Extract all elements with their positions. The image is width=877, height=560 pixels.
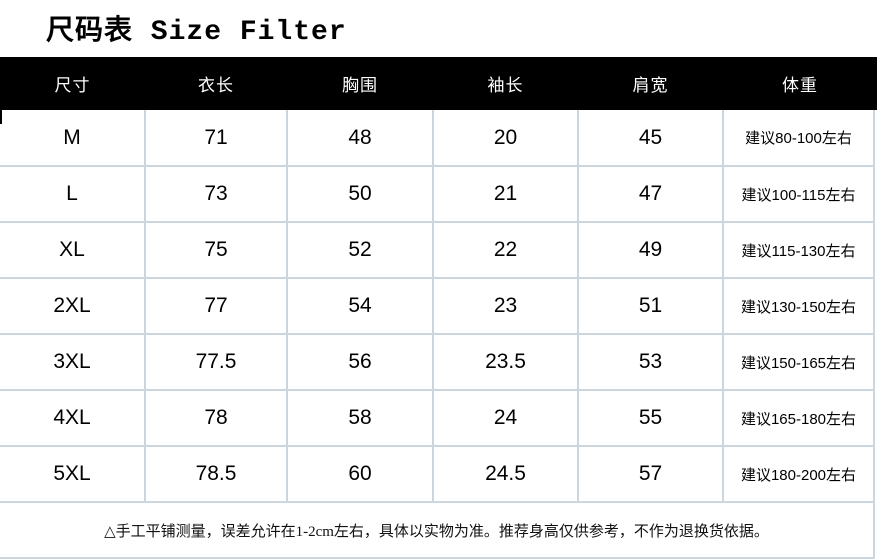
cell-size: M [0,110,146,167]
cell-chest: 50 [287,166,434,223]
cell-size: 3XL [0,334,146,391]
cell-length: 73 [145,166,288,223]
cell-chest: 52 [287,222,434,279]
cell-size: 5XL [0,446,146,503]
cell-chest: 60 [287,446,434,503]
cell-sleeve: 24 [433,390,579,447]
cell-weight: 建议115-130左右 [723,222,875,279]
table-header-row: 尺寸 衣长 胸围 袖长 肩宽 体重 [0,57,877,110]
cell-weight: 建议130-150左右 [723,278,875,335]
cell-sleeve: 20 [433,110,579,167]
table-row-4XL: 4XL 78 58 24 55 建议165-180左右 [0,390,875,447]
cell-shoulder: 51 [578,278,724,335]
page-title: 尺码表 Size Filter [46,17,347,48]
cell-sleeve: 21 [433,166,579,223]
header-cell-weight: 体重 [782,76,818,95]
cell-length: 71 [145,110,288,167]
cell-sleeve: 23 [433,278,579,335]
cell-length: 75 [145,222,288,279]
cell-chest: 48 [287,110,434,167]
cell-weight: 建议180-200左右 [723,446,875,503]
cell-shoulder: 53 [578,334,724,391]
cell-size: L [0,166,146,223]
header-cell-size: 尺寸 [54,76,91,95]
cell-length: 77 [145,278,288,335]
cell-length: 77.5 [145,334,288,391]
table-row-2XL: 2XL 77 54 23 51 建议130-150左右 [0,278,875,335]
cell-shoulder: 47 [578,166,724,223]
cell-chest: 56 [287,334,434,391]
measurement-note-row: △手工平铺测量，误差允许在1-2cm左右，具体以实物为准。推荐身高仅供参考，不作… [0,502,875,559]
size-table: M 71 48 20 45 建议80-100左右 L 73 50 21 47 建议100-115左右 X… [0,110,875,559]
cell-weight: 建议150-165左右 [723,334,875,391]
cell-sleeve: 22 [433,222,579,279]
cell-shoulder: 55 [578,390,724,447]
cell-length: 78 [145,390,288,447]
cell-size: 4XL [0,390,146,447]
cell-weight: 建议165-180左右 [723,390,875,447]
table-row-XL: XL 75 52 22 49 建议115-130左右 [0,222,875,279]
cell-shoulder: 45 [578,110,724,167]
cell-size: 2XL [0,278,146,335]
cell-shoulder: 57 [578,446,724,503]
header-cell-chest: 胸围 [342,76,378,95]
cell-chest: 54 [287,278,434,335]
table-row-L: L 73 50 21 47 建议100-115左右 [0,166,875,223]
table-row-3XL: 3XL 77.5 56 23.5 53 建议150-165左右 [0,334,875,391]
cell-sleeve: 24.5 [433,446,579,503]
cell-weight: 建议100-115左右 [723,166,875,223]
header-cell-length: 衣长 [198,76,234,95]
header-cell-sleeve: 袖长 [487,76,524,95]
measurement-note: △手工平铺测量，误差允许在1-2cm左右，具体以实物为准。推荐身高仅供参考，不作… [0,502,875,559]
cell-size: XL [0,222,146,279]
cell-shoulder: 49 [578,222,724,279]
header-cell-shoulder: 肩宽 [632,76,669,95]
cell-length: 78.5 [145,446,288,503]
table-row-M: M 71 48 20 45 建议80-100左右 [0,110,875,167]
table-row-5XL: 5XL 78.5 60 24.5 57 建议180-200左右 [0,446,875,503]
cell-chest: 58 [287,390,434,447]
cell-weight: 建议80-100左右 [723,110,875,167]
cell-sleeve: 23.5 [433,334,579,391]
